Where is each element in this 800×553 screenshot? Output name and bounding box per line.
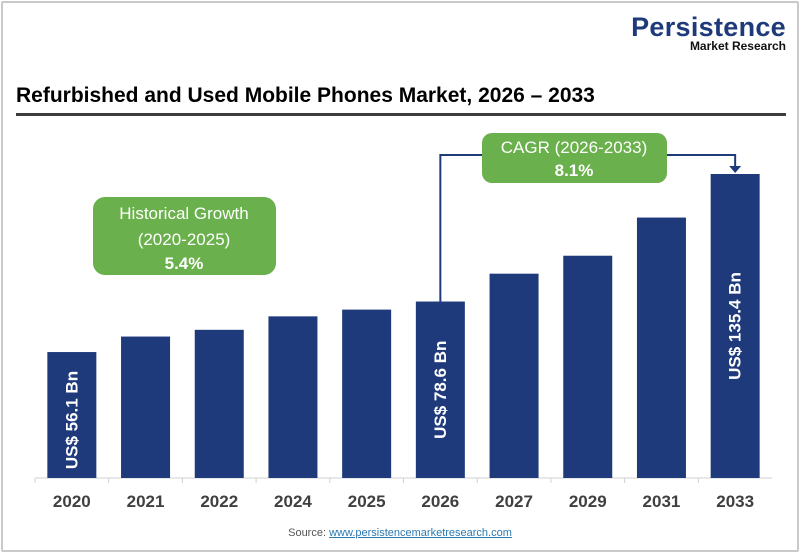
x-tick-label: 2033 [716, 492, 754, 511]
cagr-callout-value: 8.1% [555, 161, 594, 180]
x-tick-label: 2024 [274, 492, 312, 511]
logo: Persistence Market Research [631, 14, 786, 53]
bar-2021 [121, 336, 171, 478]
x-tick-label: 2025 [348, 492, 386, 511]
data-label-2033: US$ 135.4 Bn [726, 272, 745, 380]
logo-text: Persistence [631, 12, 786, 42]
x-tick-label: 2026 [421, 492, 459, 511]
title-divider [16, 113, 786, 116]
bar-2029 [563, 255, 613, 478]
bar-2026 [415, 301, 465, 478]
x-tick-label: 2020 [53, 492, 91, 511]
x-tick-label: 2021 [127, 492, 165, 511]
x-tick-label: 2027 [495, 492, 533, 511]
bar-2033 [710, 174, 760, 478]
x-tick-label: 2031 [643, 492, 681, 511]
cagr-callout-label: CAGR (2026-2033) [501, 138, 647, 157]
source-label: Source: [288, 527, 327, 539]
source-note: Source: www.persistencemarketresearch.co… [0, 527, 800, 539]
bar-2025 [342, 309, 392, 478]
logo-subtext: Market Research [689, 39, 786, 53]
bar-2022 [194, 329, 244, 478]
cagr-callout [482, 133, 667, 183]
bar-2020 [47, 352, 97, 478]
data-label-2026: US$ 78.6 Bn [431, 341, 450, 439]
arrow-head-icon [729, 166, 742, 173]
historical-growth-callout [93, 197, 276, 275]
chart-title: Refurbished and Used Mobile Phones Marke… [16, 84, 595, 107]
source-link[interactable]: www.persistencemarketresearch.com [329, 527, 512, 539]
bar-2027 [489, 273, 539, 478]
historical-callout-text: 5.4% [165, 254, 204, 273]
bar-2031 [636, 217, 686, 478]
x-tick-label: 2022 [200, 492, 238, 511]
data-label-2020: US$ 56.1 Bn [62, 371, 81, 469]
historical-callout-text: Historical Growth [119, 204, 248, 223]
x-tick-label: 2029 [569, 492, 607, 511]
historical-callout-text: (2020-2025) [138, 230, 231, 249]
bar-2024 [268, 316, 318, 478]
